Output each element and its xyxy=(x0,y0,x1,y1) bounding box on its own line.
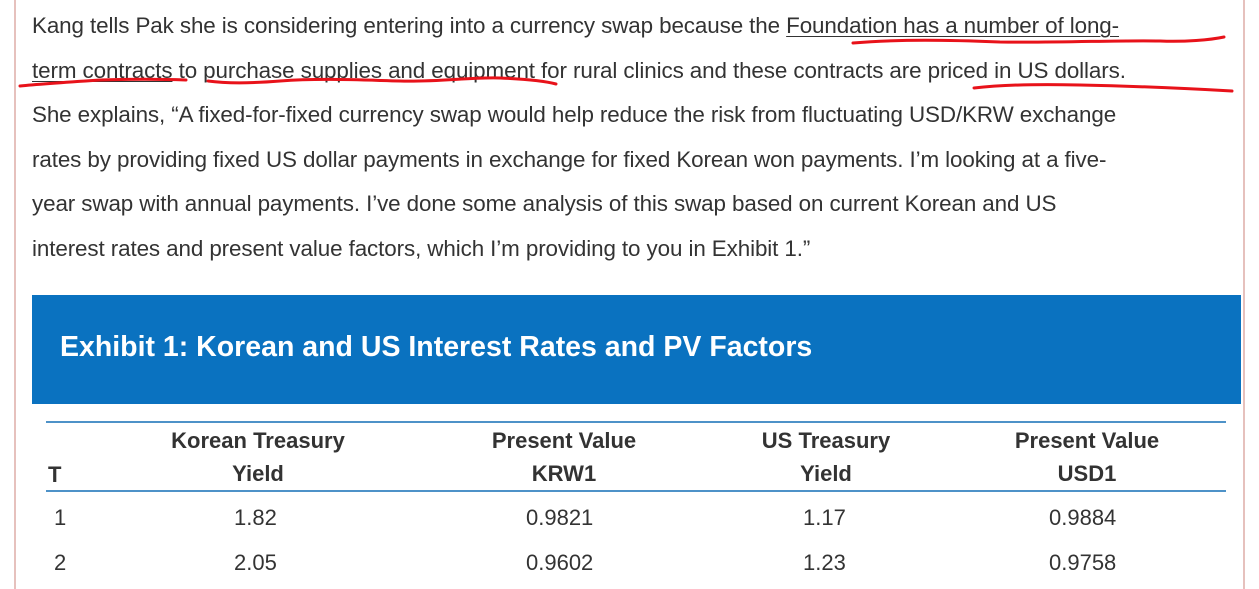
intro-paragraph: Kang tells Pak she is considering enteri… xyxy=(32,4,1238,271)
paragraph-line-1-text: Kang tells Pak she is considering enteri… xyxy=(32,13,787,38)
paragraph-line-4: rates by providing fixed US dollar payme… xyxy=(32,146,1107,172)
row-1-t: 1 xyxy=(54,505,67,530)
row-1-pv-usd: 0.9884 xyxy=(1049,505,1117,530)
table-top-rule xyxy=(46,421,1226,423)
row-2-pv-usd: 0.9758 xyxy=(1049,550,1117,575)
row-1-pv-krw: 0.9821 xyxy=(526,505,594,530)
row-2-t: 2 xyxy=(54,550,67,575)
header-pv-krw-line-2: KRW1 xyxy=(531,461,597,486)
header-korean-yield: Korean Treasury Yield xyxy=(158,424,358,490)
header-pv-krw-line-1: Present Value xyxy=(491,428,637,453)
underlined-phrase-foundation: Foundation has a number of long- xyxy=(786,13,1120,38)
paragraph-line-5: year swap with annual payments. I’ve don… xyxy=(32,191,1057,216)
exhibit-banner: Exhibit 1: Korean and US Interest Rates … xyxy=(32,295,1241,404)
row-2-pv-krw: 0.9602 xyxy=(526,550,594,575)
exhibit-title: Exhibit 1: Korean and US Interest Rates … xyxy=(60,331,813,363)
right-border xyxy=(1243,0,1245,589)
row-1-us-yield: 1.17 xyxy=(803,505,846,530)
row-2-korean-yield: 2.05 xyxy=(234,550,277,575)
header-us-yield: US Treasury Yield xyxy=(726,424,926,490)
header-pv-usd-line-2: USD1 xyxy=(1057,461,1117,486)
header-pv-krw: Present Value KRW1 xyxy=(464,424,664,490)
header-us-yield-line-1: US Treasury xyxy=(761,428,891,453)
row-1-korean-yield: 1.82 xyxy=(234,505,277,530)
header-us-yield-line-2: Yield xyxy=(800,461,852,486)
header-t: T xyxy=(48,462,62,487)
header-korean-yield-line-2: Yield xyxy=(232,461,284,486)
paragraph-line-2: term contracts to purchase supplies and … xyxy=(32,49,1238,94)
row-2-us-yield: 1.23 xyxy=(803,550,846,575)
underlined-phrase-term-contracts: term contracts xyxy=(32,57,173,83)
header-pv-usd-line-1: Present Value xyxy=(1014,428,1160,453)
paragraph-line-2-text: to purchase supplies and equipment for r… xyxy=(172,57,1126,83)
header-pv-usd: Present Value USD1 xyxy=(987,424,1187,490)
paragraph-line-1: Kang tells Pak she is considering enteri… xyxy=(32,4,1238,49)
table-header-rule xyxy=(46,490,1226,492)
paragraph-line-3: She explains, “A fixed-for-fixed currenc… xyxy=(32,102,1117,127)
header-korean-yield-line-1: Korean Treasury xyxy=(171,428,345,453)
left-border xyxy=(14,0,16,589)
paragraph-line-6: interest rates and present value factors… xyxy=(32,235,811,261)
